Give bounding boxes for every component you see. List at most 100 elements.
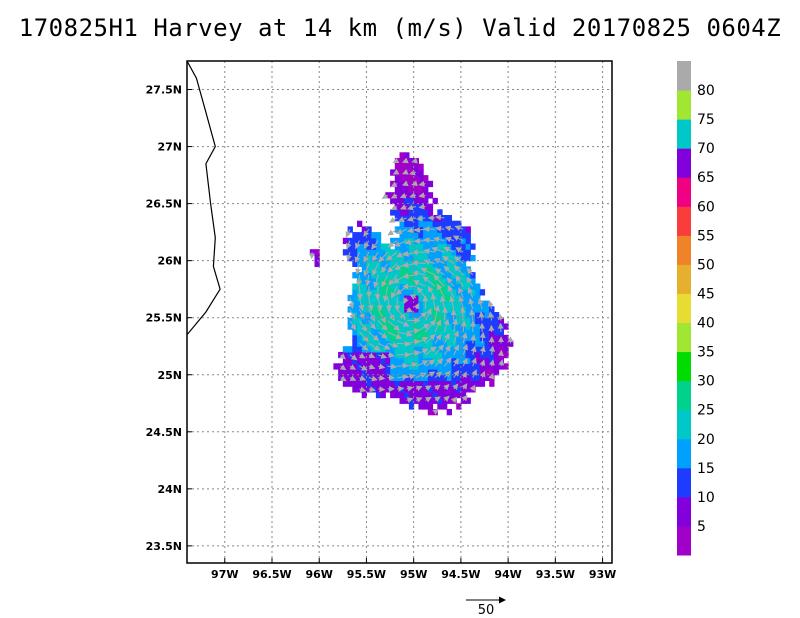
wind-cell: [404, 175, 410, 182]
wind-cell: [475, 312, 481, 319]
wind-cell: [390, 391, 396, 399]
wind-vector: [430, 293, 437, 310]
wind-vector: [372, 263, 379, 276]
wind-cell: [470, 277, 476, 285]
wind-vector: [453, 358, 459, 367]
wind-vector: [381, 193, 389, 200]
wind-vector: [471, 369, 477, 378]
wind-cell: [408, 209, 415, 216]
wind-vector: [452, 383, 459, 390]
wind-cell: [399, 323, 405, 330]
wind-vector: [434, 358, 444, 367]
wind-vector: [447, 285, 455, 298]
wind-cell: [423, 186, 429, 193]
wind-cell: [375, 300, 382, 307]
wind-cell: [493, 329, 500, 336]
wind-cell: [423, 317, 429, 324]
wind-vector: [359, 331, 369, 342]
wind-cell: [394, 312, 401, 319]
wind-cell: [408, 312, 415, 319]
wind-cell: [432, 197, 438, 205]
wind-cell: [442, 260, 448, 267]
wind-cell: [371, 294, 377, 302]
wind-cell: [394, 203, 401, 210]
wind-cell: [413, 380, 419, 387]
x-tick-label: 94W: [494, 568, 521, 581]
wind-cell: [390, 169, 396, 176]
wind-cell: [475, 289, 481, 296]
wind-cell: [399, 203, 405, 210]
wind-vector: [460, 320, 467, 333]
wind-cell: [423, 175, 429, 182]
wind-vector: [469, 384, 476, 392]
wind-cell: [352, 300, 358, 307]
wind-cell: [418, 317, 424, 324]
wind-cell: [427, 209, 434, 216]
wind-cell: [442, 226, 448, 233]
colorbar-label: 25: [697, 403, 715, 419]
wind-vector: [433, 236, 445, 243]
wind-cell: [442, 351, 448, 359]
wind-vector: [356, 286, 363, 301]
wind-vector: [387, 363, 398, 370]
wind-cell: [418, 186, 424, 193]
wind-cell: [475, 283, 481, 290]
wind-cell: [456, 340, 462, 347]
wind-cell: [427, 180, 434, 188]
wind-vector: [431, 246, 445, 253]
wind-cell: [371, 374, 377, 381]
wind-cell: [446, 306, 452, 313]
wind-vector: [461, 332, 468, 344]
wind-vector: [406, 338, 421, 345]
wind-vector: [411, 270, 426, 277]
wind-cell: [366, 300, 372, 307]
wind-cell: [380, 369, 386, 376]
wind-cell: [465, 323, 471, 330]
wind-cell: [465, 312, 471, 319]
wind-vector: [387, 352, 395, 358]
wind-vector: [423, 259, 436, 265]
wind-cell: [404, 215, 410, 222]
wind-cell: [437, 232, 443, 239]
wind-cell: [352, 369, 358, 376]
wind-cell: [375, 277, 382, 285]
wind-cell: [442, 249, 448, 256]
wind-cell: [437, 300, 443, 307]
wind-vector: [397, 373, 409, 380]
wind-cell: [418, 403, 424, 410]
wind-cell: [380, 312, 386, 319]
wind-cell: [366, 369, 372, 376]
wind-cell: [423, 272, 429, 279]
wind-cell: [479, 289, 486, 296]
wind-cell: [394, 346, 401, 353]
wind-vector: [443, 384, 450, 391]
wind-cell: [465, 397, 471, 404]
wind-cell: [413, 220, 419, 227]
wind-vector: [367, 297, 374, 312]
wind-vector: [381, 274, 389, 288]
wind-cell: [399, 260, 405, 267]
wind-cell: [484, 300, 490, 307]
wind-cell: [361, 289, 367, 296]
wind-cell: [371, 232, 377, 239]
wind-cell: [390, 323, 396, 330]
wind-vector: [349, 354, 358, 361]
wind-cell: [437, 255, 443, 262]
wind-cell: [446, 312, 452, 319]
wind-cell: [423, 403, 429, 410]
wind-cell: [404, 163, 410, 170]
wind-vector: [378, 363, 386, 370]
wind-cell: [394, 197, 401, 205]
wind-cell: [493, 351, 500, 359]
wind-cell: [408, 340, 415, 347]
wind-cell: [427, 255, 434, 262]
wind-cell: [375, 289, 382, 296]
wind-cell: [394, 186, 401, 193]
wind-vector: [477, 297, 484, 310]
wind-cell: [479, 351, 486, 359]
y-tick-label: 24.5N: [146, 426, 182, 439]
wind-vector: [354, 251, 361, 264]
wind-cell: [451, 260, 457, 267]
wind-vector: [427, 285, 436, 298]
wind-cell: [423, 243, 429, 250]
